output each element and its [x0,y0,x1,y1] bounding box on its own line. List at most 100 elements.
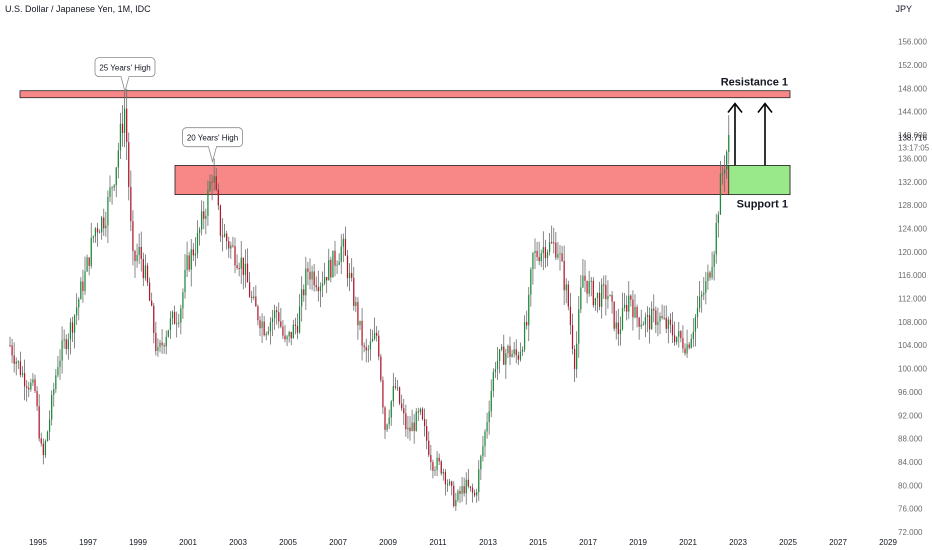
candle-body [363,345,365,348]
candle-body [488,411,490,423]
candle-body [290,331,292,339]
candle-body [255,296,257,307]
candle-body [655,310,657,325]
x-tick-label: 1995 [29,538,47,547]
candle-body [505,353,507,365]
candle-body [332,250,334,278]
candle-body [378,335,380,357]
candle-body [473,492,476,496]
candle-body [115,167,117,186]
candle-body [421,408,424,420]
candle-body [401,403,403,409]
candle-body [423,419,426,427]
candle-body [521,349,524,352]
candle-body [509,345,511,357]
candle-body [67,339,69,350]
candle-body [365,347,367,351]
y-tick-label: 152.000 [898,61,927,70]
callout-text-1: 25 Years' High [99,64,150,73]
candle-body [284,335,286,340]
candle-body [373,332,376,339]
candle-body [121,123,124,133]
candle-body [296,325,299,333]
candle-body [142,259,144,279]
y-tick-label: 76.000 [898,505,923,514]
y-tick-label: 136.000 [898,154,927,163]
candle-body [538,257,540,262]
candle-body [236,265,238,268]
candle-body [271,318,274,323]
candle-body [128,142,130,187]
candle-body [636,306,638,318]
candle-body [113,185,115,188]
candle-body [126,108,128,143]
candle-body [171,311,174,319]
last-price-label: 138.716 [898,134,927,143]
candle-body [386,424,388,430]
candle-body [511,353,513,357]
candle-body [657,321,659,325]
candle-body [90,237,92,266]
candle-body [169,318,172,331]
candle-body [317,287,319,292]
candle-body [40,438,42,444]
candle-body [134,251,136,262]
candle-body [119,123,122,151]
candle-body [267,331,269,334]
candle-body [703,292,705,295]
candle-body [223,233,226,237]
candle-body [178,322,180,324]
candle-body [576,343,578,370]
candle-body [13,355,15,364]
candle-body [673,335,676,343]
zone-support-main [174,165,791,196]
candle-body [563,261,565,291]
candle-body [153,305,155,334]
candle-body [492,371,494,391]
candle-body [53,389,55,395]
candle-body [571,325,574,350]
candle-body [476,492,478,496]
candle-body [461,486,463,494]
candle-body [111,187,113,189]
x-tick-label: 1997 [79,538,97,547]
candle-body [253,296,255,298]
candle-body [573,349,576,370]
candle-body [344,238,347,256]
candle-body [619,329,622,335]
x-tick-label: 2023 [729,538,747,547]
candle-body [263,321,265,336]
candle-body [507,345,509,354]
candle-body [192,249,194,256]
candle-body [23,373,26,387]
candle-body [313,271,315,286]
candle-body [426,426,428,441]
candle-body [428,440,430,456]
candle-body [301,289,303,307]
y-tick-label: 128.000 [898,201,927,210]
candle-body [682,338,684,349]
candle-body [592,280,594,306]
x-tick-label: 2021 [679,538,697,547]
candle-body [230,245,232,249]
y-tick-label: 92.000 [898,411,923,420]
candle-body [494,369,497,372]
y-tick-label: 108.000 [898,318,927,327]
candle-body [244,263,247,275]
callout-pointer-2 [208,146,217,164]
candle-body [653,308,655,311]
candle-body [544,247,547,259]
candle-body [551,242,553,244]
candle-body [630,295,632,300]
candle-body [680,331,682,339]
y-tick-label: 96.000 [898,388,923,397]
candle-body [355,302,357,306]
candle-body [478,469,480,493]
candle-body [621,307,624,330]
candle-body [676,336,678,343]
candle-body [82,281,84,292]
candle-body [542,247,544,254]
candle-body [30,382,32,390]
candle-body [117,150,119,168]
